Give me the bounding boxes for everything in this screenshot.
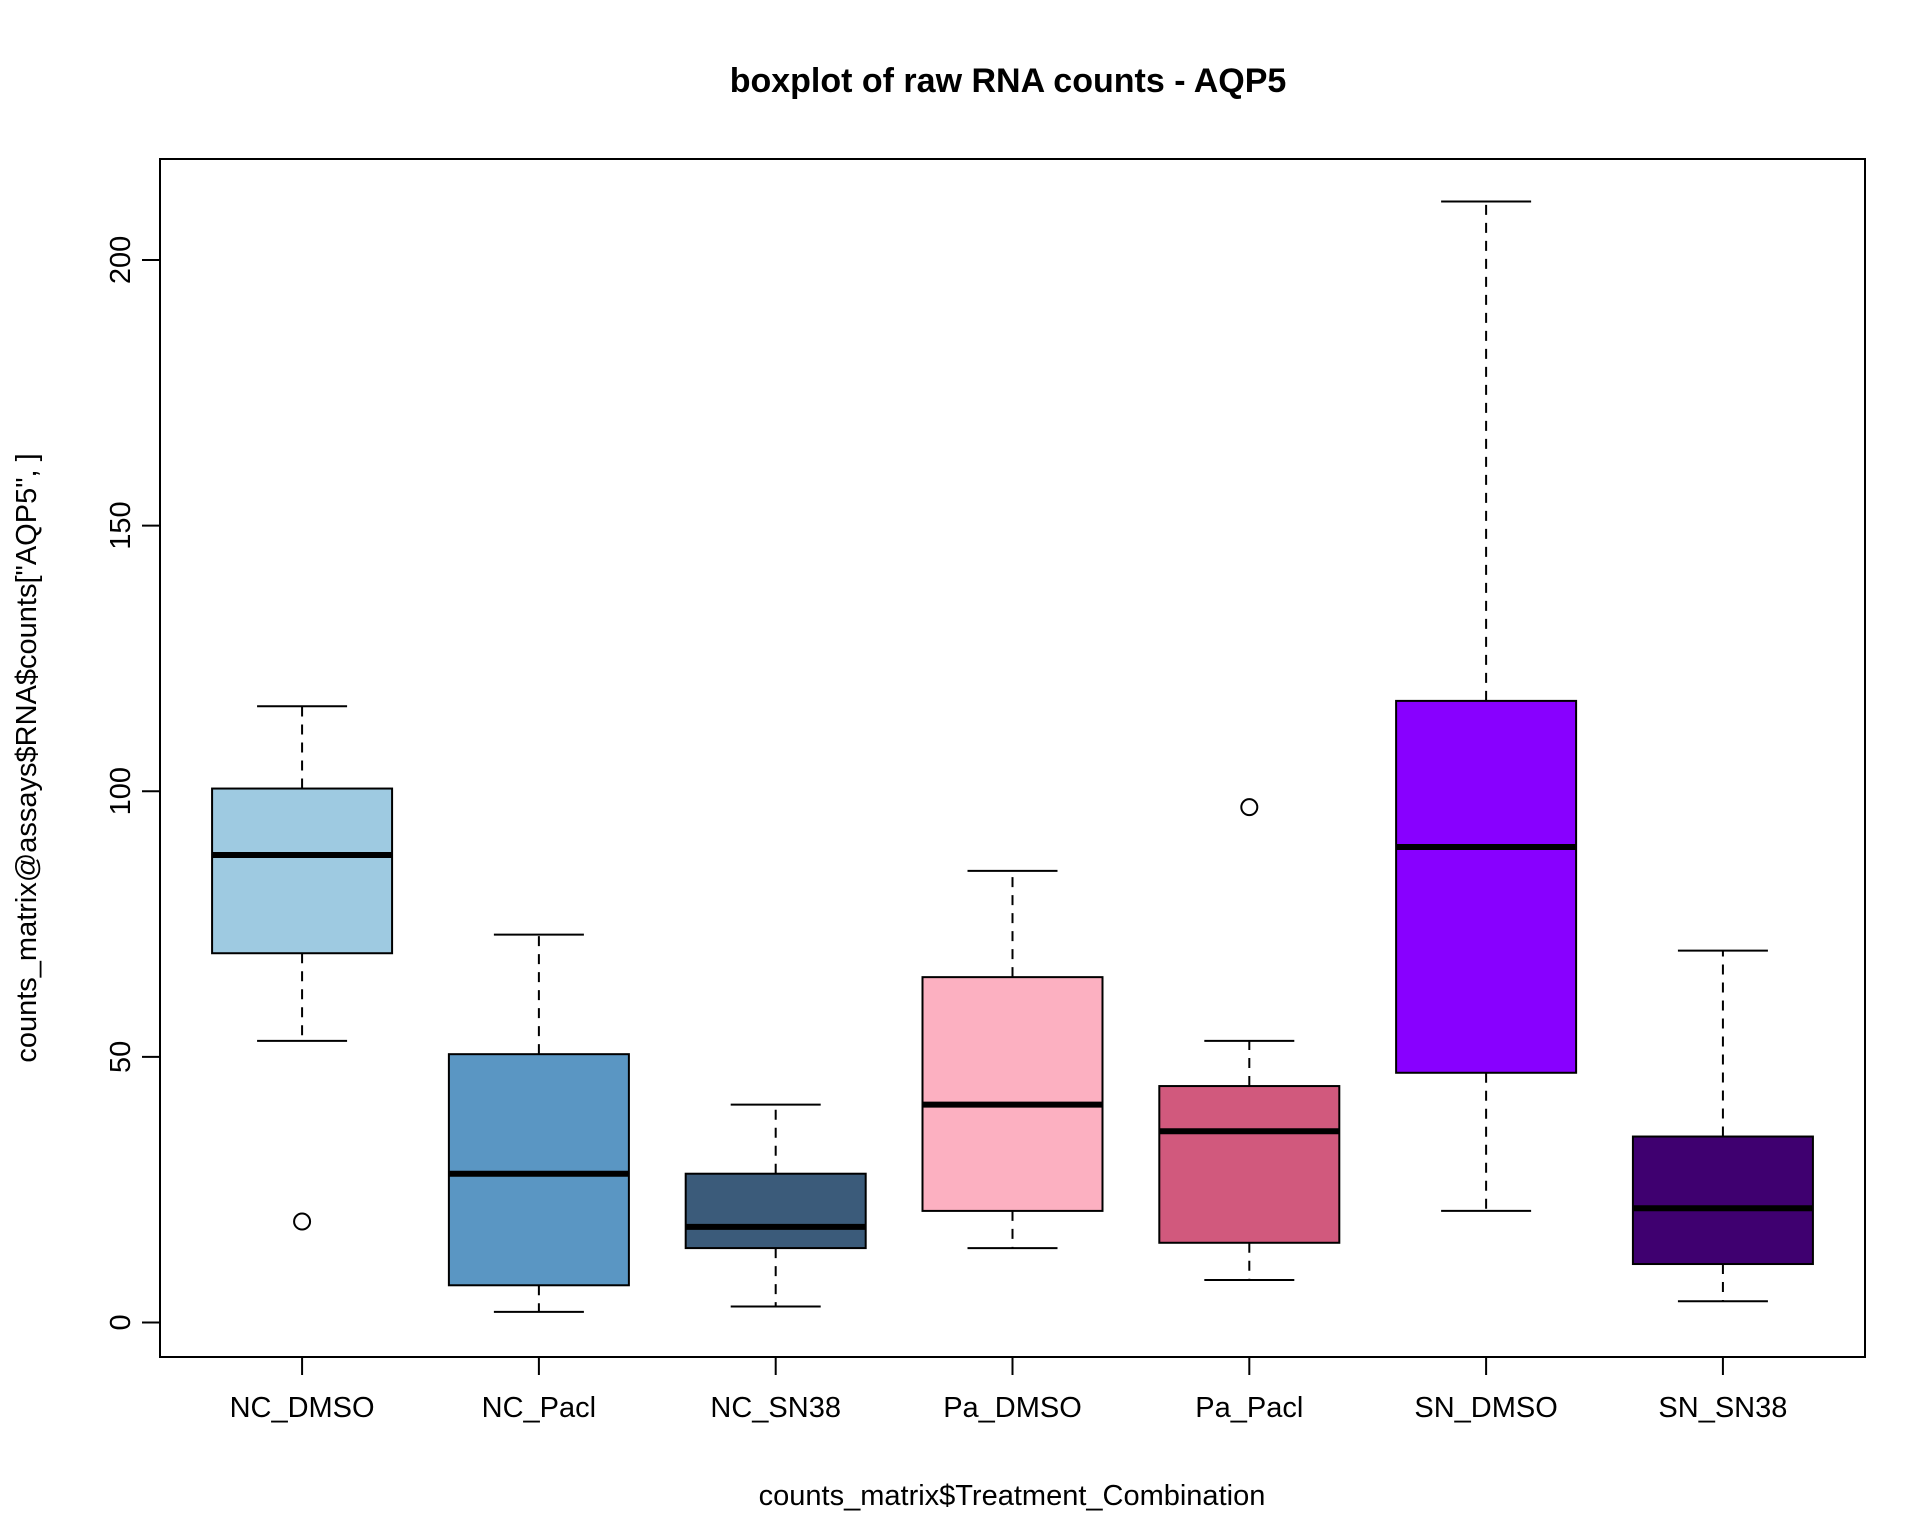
x-tick-label: NC_DMSO (230, 1392, 375, 1424)
y-tick-label: 0 (105, 1314, 137, 1330)
x-tick-label: NC_SN38 (710, 1392, 841, 1424)
y-axis: 0 50 100 150 200 (105, 236, 161, 1331)
box-body (1631, 1135, 1814, 1266)
x-tick-label: SN_DMSO (1414, 1392, 1557, 1424)
y-tick-label: 100 (105, 767, 137, 815)
x-tick-label: NC_Pacl (482, 1392, 596, 1424)
box-body (1158, 1085, 1341, 1244)
box-body (211, 787, 394, 955)
y-tick-label: 200 (105, 236, 137, 284)
x-axis-title: counts_matrix$Treatment_Combination (759, 1480, 1266, 1512)
box-body (921, 976, 1104, 1212)
box-nc-sn38 (684, 1103, 867, 1308)
box-nc-pacl (447, 933, 630, 1313)
box-body (1395, 699, 1578, 1074)
box-sn-sn38 (1631, 949, 1814, 1303)
x-tick-label: SN_SN38 (1658, 1392, 1787, 1424)
box-nc-dmso (211, 705, 394, 1231)
y-tick-label: 150 (105, 501, 137, 549)
outlier-point (293, 1212, 312, 1231)
y-tick-label: 50 (105, 1041, 137, 1073)
outlier-point (1240, 798, 1259, 817)
box-body (684, 1172, 867, 1250)
x-tick-label: Pa_DMSO (943, 1392, 1082, 1424)
box-pa-pacl (1158, 798, 1341, 1281)
x-axis: NC_DMSO NC_Pacl NC_SN38 Pa_DMSO Pa_Pacl SN_DM… (230, 1356, 1787, 1424)
box-pa-dmso (921, 869, 1104, 1250)
y-axis-title: counts_matrix@assays$RNA$counts["AQP5", … (11, 453, 43, 1062)
box-sn-dmso (1395, 200, 1578, 1212)
x-tick-label: Pa_Pacl (1195, 1392, 1303, 1424)
chart-title: boxplot of raw RNA counts - AQP5 (730, 62, 1287, 100)
boxes-group (211, 200, 1814, 1313)
box-body (447, 1053, 630, 1287)
